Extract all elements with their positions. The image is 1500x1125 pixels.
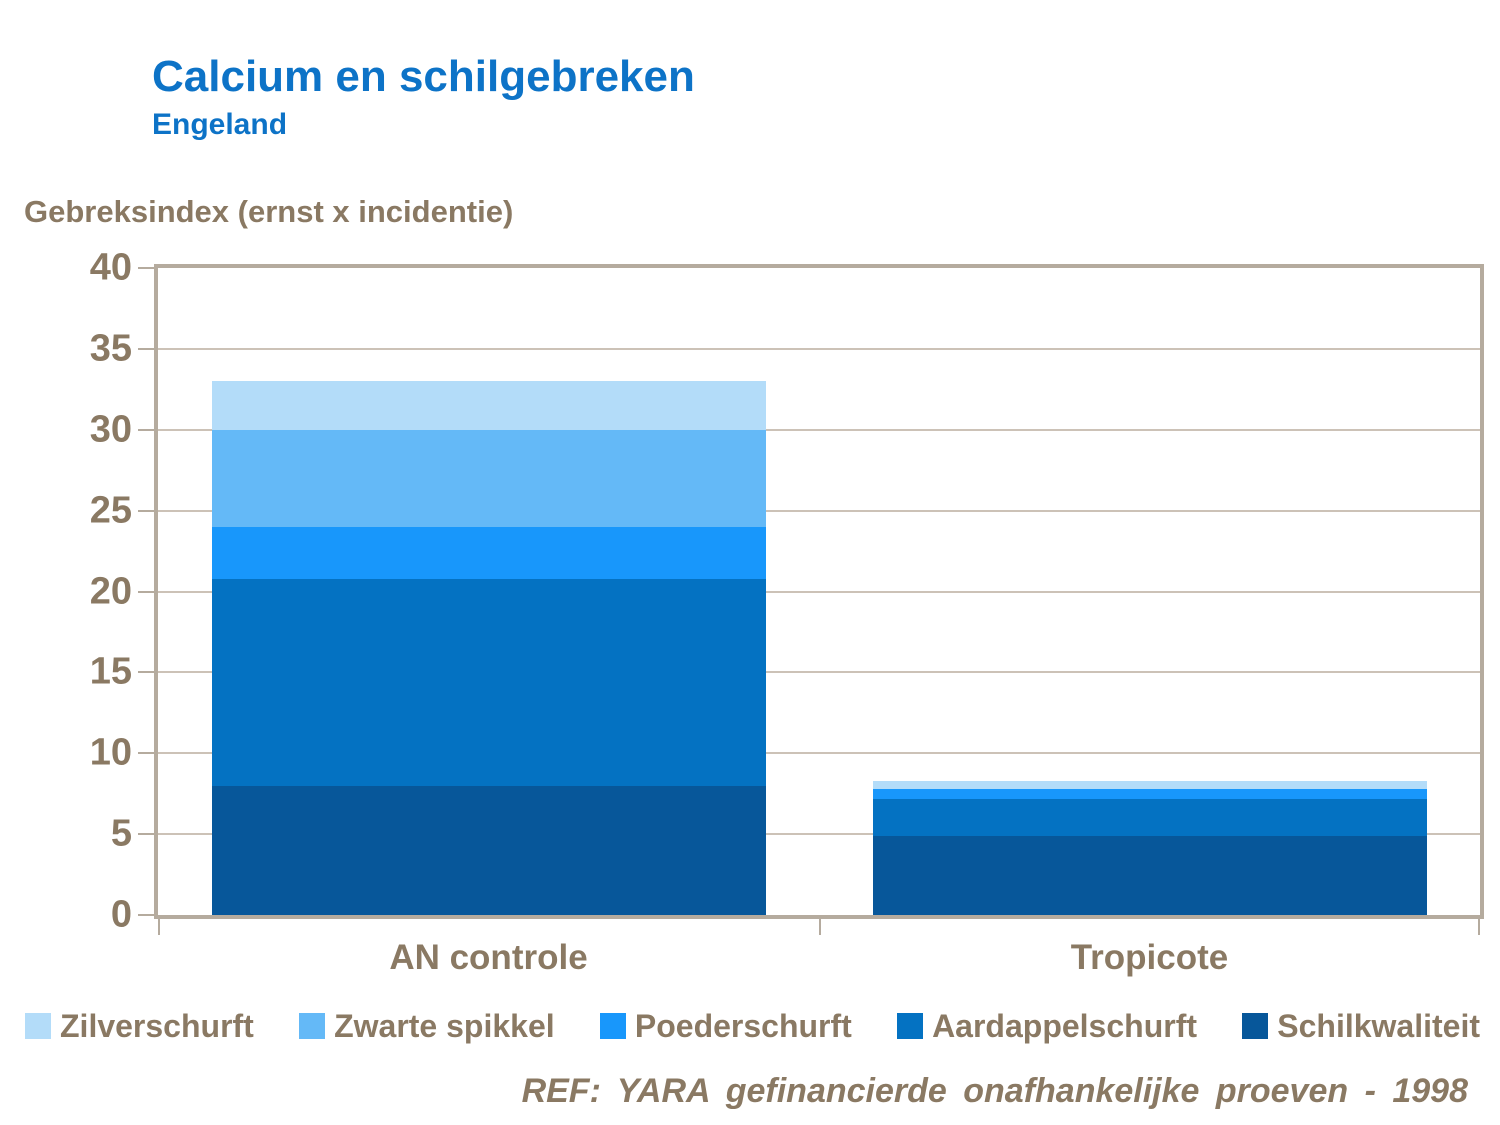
gridline-10 [158, 752, 1480, 755]
legend: Zilverschurft Zwarte spikkel Poederschurft… [25, 1004, 1480, 1048]
legend-swatch-poederschurft [599, 1013, 626, 1039]
y-tick-25 [138, 509, 154, 512]
bar-an-controle-segment-zwarte-spikkel [211, 429, 766, 527]
bar-tropicote-segment-aardappelschurft [872, 798, 1427, 836]
y-tick-10 [138, 752, 154, 755]
gridline-20 [158, 590, 1480, 593]
gridline-15 [158, 671, 1480, 674]
legend-item-zilverschurft: Zilverschurft [25, 1008, 254, 1045]
x-tick-2 [1478, 919, 1480, 935]
bar-tropicote-segment-schilkwaliteit [872, 835, 1427, 915]
legend-label-poederschurft: Poederschurft [634, 1007, 852, 1044]
y-tick-label-5: 5 [110, 812, 132, 855]
y-tick-label-10: 10 [89, 731, 132, 774]
y-tick-label-35: 35 [89, 327, 132, 370]
legend-label-aardappelschurft: Aardappelschurft [932, 1007, 1197, 1044]
bar-an-controle-segment-schilkwaliteit [211, 785, 766, 915]
bar-an-controle-segment-aardappelschurft [211, 578, 766, 786]
y-tick-label-0: 0 [110, 893, 132, 936]
bar-tropicote-segment-poederschurft [872, 788, 1427, 799]
reference-note: REF: YARA gefinancierde onafhankelijke p… [521, 1072, 1468, 1110]
y-tick-30 [138, 428, 154, 431]
y-tick-label-15: 15 [89, 650, 132, 693]
x-tick-0 [158, 919, 160, 935]
y-tick-15 [138, 671, 154, 674]
gridline-25 [158, 509, 1480, 512]
chart-subtitle: Engeland [152, 108, 288, 141]
x-tick-1 [819, 919, 821, 935]
y-tick-40 [138, 267, 154, 269]
legend-swatch-aardappelschurft [897, 1013, 924, 1039]
y-tick-label-20: 20 [89, 570, 132, 612]
y-axis-title: Gebreksindex (ernst x incidentie) [24, 194, 514, 229]
y-tick-label-40: 40 [89, 246, 132, 289]
bar-tropicote-segment-zilverschurft [872, 780, 1427, 789]
legend-label-schilkwaliteit: Schilkwaliteit [1277, 1007, 1480, 1044]
y-tick-0 [138, 914, 154, 916]
legend-swatch-zilverschurft [25, 1013, 51, 1039]
legend-item-poederschurft: Poederschurft [599, 1007, 852, 1045]
bar-an-controle-segment-zilverschurft [211, 381, 766, 430]
chart-title: Calcium en schilgebreken [152, 52, 695, 101]
gridline-35 [158, 347, 1480, 350]
legend-item-schilkwaliteit: Schilkwaliteit [1242, 1008, 1480, 1045]
y-tick-35 [138, 347, 154, 350]
y-tick-label-25: 25 [89, 489, 132, 532]
legend-swatch-zwarte-spikkel [299, 1013, 326, 1039]
gridline-30 [158, 428, 1480, 431]
legend-item-zwarte-spikkel: Zwarte spikkel [299, 1008, 555, 1045]
plot-area [138, 264, 1484, 935]
bar-an-controle-segment-poederschurft [211, 526, 766, 579]
category-label-2: Tropicote [1070, 938, 1229, 977]
legend-label-zilverschurft: Zilverschurft [60, 1007, 254, 1044]
legend-item-aardappelschurft: Aardappelschurft [897, 1008, 1197, 1045]
y-tick-label-30: 30 [89, 408, 132, 451]
gridline-5 [158, 833, 1480, 836]
legend-label-zwarte-spikkel: Zwarte spikkel [334, 1007, 555, 1044]
y-tick-20 [138, 590, 154, 593]
category-label-1: AN controle [389, 938, 588, 977]
legend-swatch-schilkwaliteit [1242, 1013, 1269, 1039]
y-tick-5 [138, 833, 154, 836]
